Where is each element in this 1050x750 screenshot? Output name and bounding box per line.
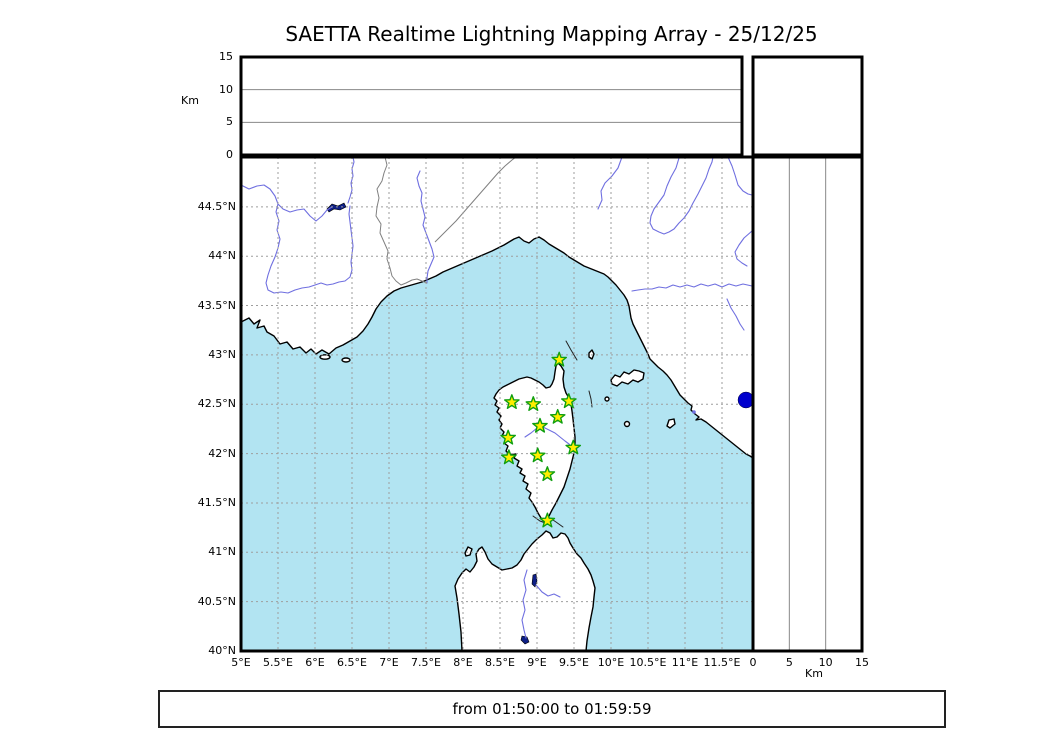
river-ombrone <box>726 298 745 331</box>
river-arno <box>631 283 753 292</box>
lon-tick-label: 8°E <box>453 656 473 669</box>
lon-tick-label: 8.5°E <box>485 656 515 669</box>
montecristo-island <box>623 420 631 428</box>
distance-tick-label: 5 <box>785 656 793 669</box>
map-panel <box>241 157 753 651</box>
page-title: SAETTA Realtime Lightning Mapping Array … <box>285 22 818 46</box>
lon-tick-label: 9.5°E <box>559 656 589 669</box>
lon-tick-label: 5°E <box>231 656 251 669</box>
distance-tick-label: 15 <box>855 656 869 669</box>
lon-tick-label: 11.5°E <box>703 656 741 669</box>
river-sardinia-2 <box>535 584 561 598</box>
distance-axis-unit-label: Km <box>805 667 823 680</box>
river-var <box>416 170 435 284</box>
lon-tick-label: 5.5°E <box>263 656 293 669</box>
giglio-island <box>666 418 676 429</box>
right-panel-gridlines <box>788 157 827 651</box>
river-durance-loop <box>265 203 354 294</box>
altitude-tick-label: 15 <box>219 50 233 63</box>
rivers <box>241 157 753 639</box>
lma-station-marker <box>501 449 517 465</box>
orbetello-lagoon <box>692 410 696 414</box>
distance-tick-label: 10 <box>818 656 833 669</box>
lat-tick-label: 41.5°N <box>197 495 236 509</box>
top-altitude-panel-frame <box>239 55 744 157</box>
lon-tick-label: 10.5°E <box>629 656 667 669</box>
altitude-tick-label: 0 <box>226 148 233 161</box>
river-durance-north <box>347 157 355 204</box>
altitude-tick-label: 5 <box>226 115 233 129</box>
altitude-tick-label: 10 <box>219 82 233 96</box>
time-range-label: from 01:50:00 to 01:59:59 <box>452 700 652 718</box>
lma-station-marker <box>565 439 582 455</box>
lma-station-marker <box>561 393 577 409</box>
lon-tick-label: 6.5°E <box>337 656 367 669</box>
lon-tick-label: 7°E <box>379 656 399 669</box>
border-branch-ne <box>434 157 517 243</box>
graticule-grid <box>241 157 753 651</box>
lat-tick-label: 42°N <box>208 446 236 460</box>
lon-tick-label: 7.5°E <box>411 656 441 669</box>
distance-tick-label: 0 <box>749 656 757 669</box>
river-trebbia <box>597 157 623 210</box>
lma-station-marker <box>551 351 567 367</box>
lma-station-marker <box>532 417 548 433</box>
lake-bolsena-dot <box>737 391 753 409</box>
sea-mark-ne-1 <box>565 340 578 361</box>
mainland-coastline <box>241 157 753 459</box>
lon-tick-label: 10°E <box>597 656 625 669</box>
top-panel-gridlines <box>241 89 742 123</box>
right-altitude-panel-frame <box>751 155 864 653</box>
lma-station-marker <box>549 408 566 424</box>
time-range-box: from 01:50:00 to 01:59:59 <box>158 690 946 728</box>
river-right-edge <box>734 230 753 267</box>
river-po-tributaries <box>649 157 714 235</box>
lma-station-marker <box>504 394 520 409</box>
corner-box-frame <box>751 55 864 157</box>
sardinia-coastline <box>454 530 596 651</box>
river-golo <box>524 426 573 448</box>
elba-island <box>610 369 645 387</box>
lma-station-marker <box>529 447 546 463</box>
lat-tick-label: 43°N <box>208 347 236 361</box>
lat-tick-label: 44.5°N <box>197 199 236 213</box>
river-sardinia-1 <box>521 569 528 639</box>
station-markers <box>500 351 582 528</box>
lon-tick-label: 11°E <box>671 656 699 669</box>
border-france-italy <box>375 157 428 286</box>
lma-station-marker <box>525 396 542 411</box>
lat-tick-label: 44°N <box>208 249 236 263</box>
lat-tick-label: 43.5°N <box>197 298 236 312</box>
lat-tick-label: 42.5°N <box>197 397 236 411</box>
altitude-axis-unit-label: Km <box>181 94 199 107</box>
lat-tick-label: 40°N <box>208 644 236 657</box>
river-durance-west <box>241 184 333 222</box>
lat-tick-label: 40.5°N <box>197 594 236 608</box>
lon-tick-label: 6°E <box>305 656 325 669</box>
lma-station-marker <box>539 466 556 482</box>
pianosa-island <box>604 396 610 402</box>
hyeres-island-1 <box>319 354 331 360</box>
hyeres-island-2 <box>341 357 351 363</box>
river-po-east <box>727 157 753 196</box>
sardinia-lake-1 <box>531 573 538 588</box>
lon-tick-label: 9°E <box>527 656 547 669</box>
lat-tick-label: 41°N <box>208 545 236 559</box>
lma-station-marker <box>500 429 516 445</box>
lma-station-marker <box>539 512 556 528</box>
